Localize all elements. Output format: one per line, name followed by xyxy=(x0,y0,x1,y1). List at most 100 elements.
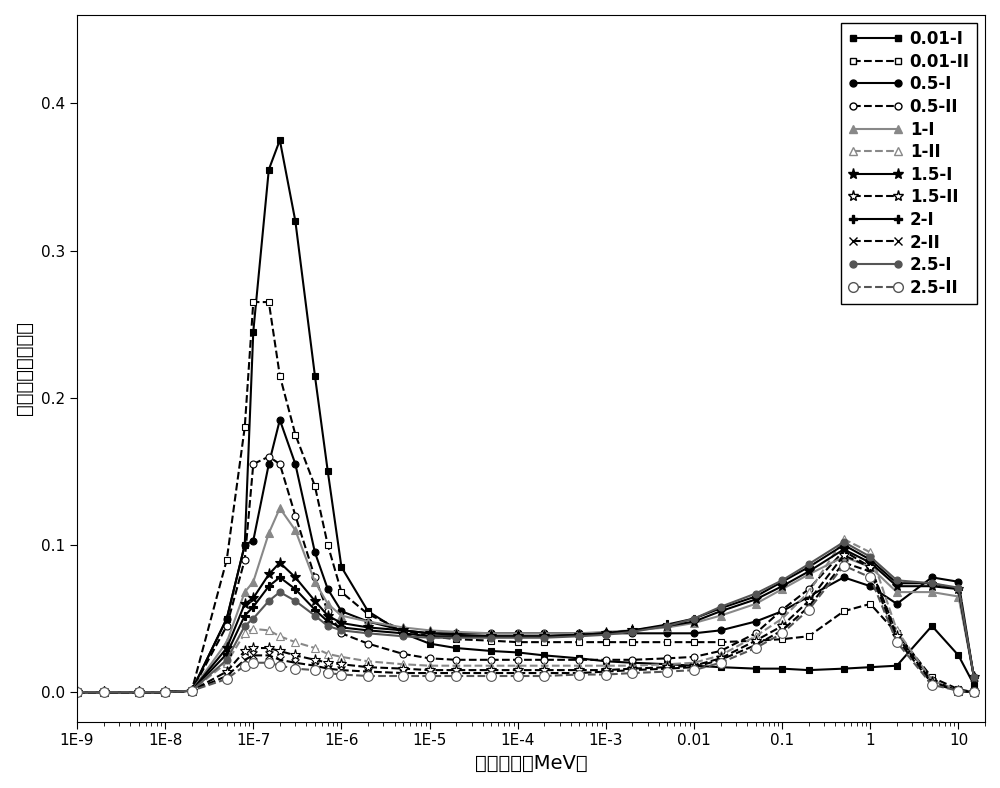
0.5-II xyxy=(968,687,980,697)
2-I xyxy=(289,585,301,594)
Line: 0.5-I: 0.5-I xyxy=(74,416,977,696)
0.01-I xyxy=(309,371,321,381)
1.5-II xyxy=(715,653,727,663)
2.5-I xyxy=(926,578,938,588)
1.5-I xyxy=(247,593,259,603)
0.01-II xyxy=(424,631,436,641)
1.5-II xyxy=(750,636,762,645)
2-I xyxy=(450,631,462,641)
1.5-II xyxy=(968,687,980,697)
2-I xyxy=(335,623,347,632)
1-II xyxy=(688,658,700,667)
0.01-II xyxy=(661,637,673,647)
2.5-I xyxy=(424,633,436,642)
1-II xyxy=(573,661,585,671)
2-I xyxy=(626,626,638,635)
2.5-II xyxy=(750,643,762,652)
1.5-II xyxy=(450,665,462,675)
1.5-I xyxy=(926,582,938,591)
2.5-I xyxy=(450,633,462,642)
1-I xyxy=(309,577,321,586)
0.5-I xyxy=(309,548,321,557)
2.5-II xyxy=(71,687,83,697)
0.5-I xyxy=(424,629,436,638)
2-II xyxy=(133,687,145,697)
1-I xyxy=(397,623,409,632)
2-I xyxy=(600,629,612,638)
1.5-I xyxy=(891,582,903,591)
2.5-II xyxy=(661,667,673,676)
2-I xyxy=(512,631,524,641)
2-II xyxy=(335,665,347,675)
2.5-I xyxy=(362,629,374,638)
0.01-II xyxy=(485,636,497,645)
1-II xyxy=(715,651,727,660)
0.01-II xyxy=(362,609,374,619)
1.5-II xyxy=(512,665,524,675)
1-I xyxy=(186,686,198,696)
1-I xyxy=(952,592,964,601)
2-I xyxy=(98,687,110,697)
1.5-II xyxy=(309,655,321,664)
0.01-I xyxy=(600,656,612,666)
0.01-I xyxy=(397,629,409,638)
1.5-II xyxy=(776,621,788,630)
0.5-I xyxy=(247,536,259,545)
0.5-I xyxy=(661,629,673,638)
Y-axis label: 归一化中子注量率: 归一化中子注量率 xyxy=(15,322,34,415)
1.5-II xyxy=(485,665,497,675)
2.5-I xyxy=(186,686,198,696)
0.01-I xyxy=(864,663,876,672)
1-II xyxy=(776,614,788,623)
0.5-II xyxy=(776,605,788,615)
2-I xyxy=(322,617,334,626)
0.5-II xyxy=(803,585,815,594)
1.5-II xyxy=(688,661,700,671)
1-II xyxy=(424,661,436,671)
1-II xyxy=(289,637,301,647)
0.01-II xyxy=(221,555,233,564)
Line: 2.5-II: 2.5-II xyxy=(72,561,979,697)
0.5-II xyxy=(309,573,321,582)
0.5-II xyxy=(159,687,171,697)
2-II xyxy=(715,655,727,664)
0.01-I xyxy=(450,643,462,652)
1.5-II xyxy=(424,665,436,675)
1.5-I xyxy=(239,599,251,608)
1.5-II xyxy=(186,686,198,696)
1.5-I xyxy=(424,629,436,638)
1.5-I xyxy=(71,687,83,697)
0.5-II xyxy=(239,555,251,564)
2-I xyxy=(397,629,409,638)
2.5-I xyxy=(776,575,788,585)
0.5-II xyxy=(715,646,727,656)
2-I xyxy=(661,619,673,629)
1-II xyxy=(247,624,259,634)
0.5-II xyxy=(600,655,612,664)
0.01-I xyxy=(362,607,374,616)
1-I xyxy=(322,599,334,608)
Line: 1.5-I: 1.5-I xyxy=(71,544,980,697)
2.5-I xyxy=(289,597,301,606)
2.5-I xyxy=(239,621,251,630)
Line: 0.01-I: 0.01-I xyxy=(74,136,977,696)
2-II xyxy=(952,686,964,696)
2.5-I xyxy=(573,631,585,641)
2.5-I xyxy=(688,614,700,623)
0.01-I xyxy=(322,466,334,476)
1.5-I xyxy=(538,631,550,641)
0.01-I xyxy=(485,646,497,656)
1-II xyxy=(512,661,524,671)
2-II xyxy=(221,671,233,681)
0.01-I xyxy=(626,658,638,667)
1.5-I xyxy=(309,597,321,606)
2.5-I xyxy=(538,633,550,642)
1.5-II xyxy=(661,663,673,672)
1.5-II xyxy=(263,643,275,652)
1.5-I xyxy=(289,573,301,582)
0.5-I xyxy=(803,592,815,601)
2.5-II xyxy=(688,665,700,675)
1-II xyxy=(538,661,550,671)
0.01-I xyxy=(263,165,275,174)
2-II xyxy=(239,655,251,664)
